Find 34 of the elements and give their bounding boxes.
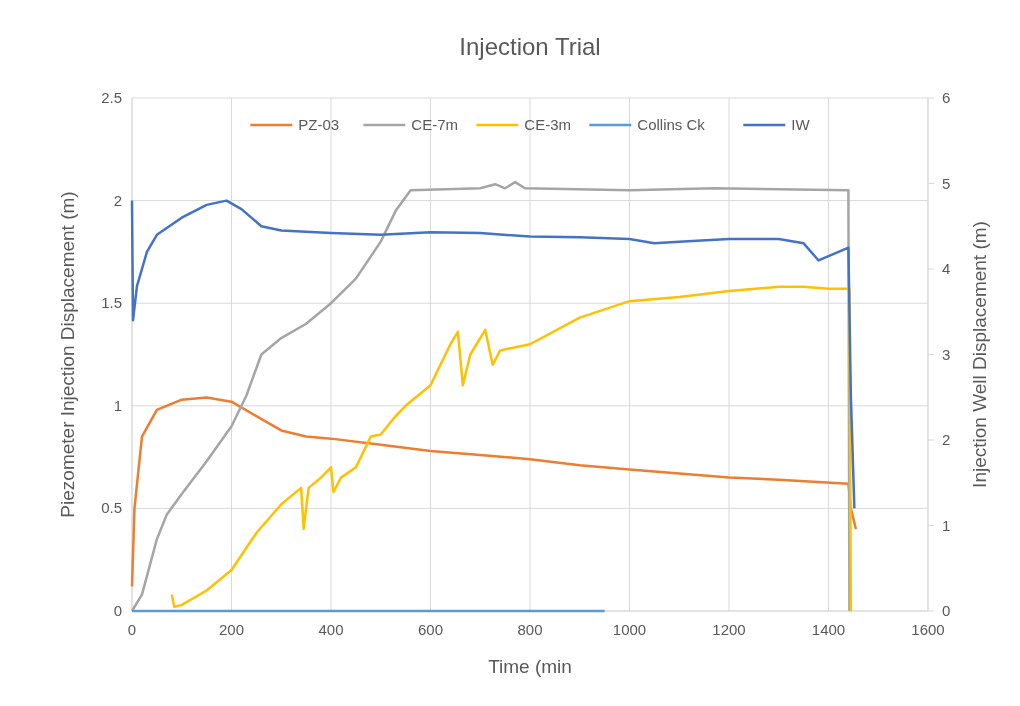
line-series: [130, 199, 856, 510]
x-tick-label: 0: [127, 621, 137, 638]
x-tick-label: 800: [517, 621, 543, 638]
line-series: [170, 285, 853, 613]
chart-title: Injection Trial: [459, 33, 601, 60]
y-tick-label: 1: [113, 396, 122, 414]
y2-tick-label: 4: [942, 260, 951, 277]
y2-tick-label: 0: [942, 602, 951, 619]
legend-label: IW: [791, 116, 811, 133]
x-tick-label: 400: [318, 621, 344, 638]
legend-label: Collins Ck: [637, 116, 706, 133]
x-tick-label: 1200: [712, 621, 746, 638]
y-tick-label: 0.5: [101, 499, 122, 517]
y2-tick-label: 6: [942, 89, 951, 106]
legend-label: PZ-03: [298, 116, 340, 133]
y2-tick-label: 5: [942, 174, 951, 192]
line-series: [130, 396, 858, 588]
legend-label: CE-7m: [411, 116, 458, 133]
y2-tick-label: 1: [942, 516, 951, 534]
y2-tick-label: 2: [942, 431, 951, 448]
x-tick-label: 600: [417, 621, 444, 638]
x-axis-title: Time (min: [488, 656, 572, 677]
y-axis-title: Piezometer Injection Displacement (m): [57, 191, 78, 518]
x-tick-label: 1600: [911, 621, 945, 638]
y-tick-label: 2: [113, 191, 122, 209]
y2-axis-title: Injection Well Displacement (m): [969, 221, 990, 488]
legend-label: CE-3m: [524, 116, 571, 133]
x-tick-label: 1000: [612, 621, 647, 638]
y-tick-label: 0: [113, 602, 122, 619]
x-tick-label: 200: [218, 621, 245, 638]
y-tick-label: 2.5: [101, 89, 122, 106]
y-tick-label: 1.5: [101, 294, 122, 312]
x-tick-label: 1400: [811, 621, 846, 638]
y2-tick-label: 3: [942, 345, 951, 363]
